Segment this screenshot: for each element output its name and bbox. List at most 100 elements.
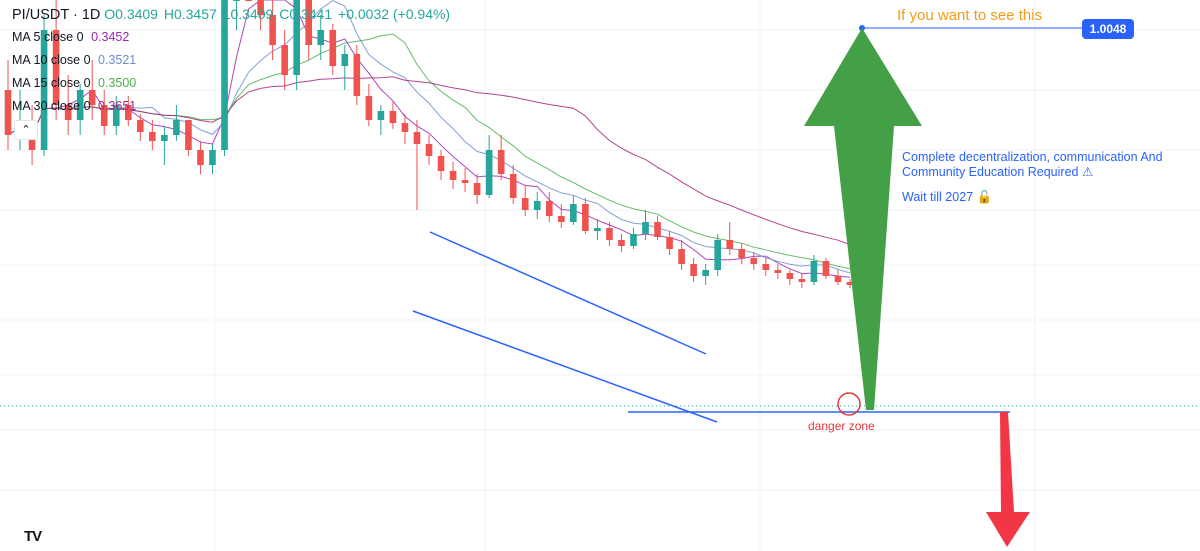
chevron-up-icon: ⌃: [21, 124, 31, 136]
ma-line: [7, 0, 851, 274]
candle-body[interactable]: [100, 105, 108, 126]
requirements-note[interactable]: Complete decentralization, communication…: [902, 150, 1163, 179]
candle-body[interactable]: [618, 240, 625, 246]
candle-body[interactable]: [269, 15, 276, 45]
candle-body[interactable]: [185, 120, 192, 150]
candle-body[interactable]: [473, 183, 481, 195]
candle-body[interactable]: [521, 198, 529, 210]
candle-body[interactable]: [281, 45, 288, 75]
candle-body[interactable]: [257, 0, 264, 15]
candle-body[interactable]: [149, 132, 156, 141]
candle-body[interactable]: [558, 216, 565, 222]
wait-note[interactable]: Wait till 2027 🔓: [902, 190, 993, 204]
candle-body[interactable]: [786, 273, 794, 279]
candle-body[interactable]: [425, 144, 433, 156]
candle-body[interactable]: [702, 270, 709, 276]
candle-body[interactable]: [545, 201, 553, 216]
target-annotation[interactable]: If you want to see this: [897, 7, 1043, 24]
candle-body[interactable]: [810, 261, 818, 282]
ma30-label: MA 30 close 0: [12, 99, 91, 113]
ma15-label: MA 15 close 0: [12, 76, 91, 90]
candle-body[interactable]: [209, 150, 216, 165]
candle-body[interactable]: [64, 105, 72, 120]
candle-body[interactable]: [293, 0, 300, 75]
candle-body[interactable]: [678, 249, 685, 264]
candle-body[interactable]: [401, 123, 409, 132]
ohlc-row: PI/USDT · 1D O0.3409 H0.3457 L0.3409 C0.…: [12, 4, 452, 27]
candle-body[interactable]: [233, 0, 240, 1]
candle-body[interactable]: [461, 180, 469, 183]
descending-channel[interactable]: [412, 231, 718, 423]
candle-body[interactable]: [533, 201, 541, 210]
candle-body[interactable]: [137, 120, 144, 132]
candle-body[interactable]: [497, 150, 505, 174]
candle-body[interactable]: [317, 30, 325, 45]
candle-body[interactable]: [666, 237, 673, 249]
ma30-row[interactable]: MA 30 close 0 0.3651: [12, 96, 452, 119]
candle-body[interactable]: [726, 240, 734, 249]
candle-body[interactable]: [714, 240, 721, 270]
danger-zone-circle[interactable]: [837, 392, 861, 416]
candle-body[interactable]: [197, 150, 204, 165]
candle-body[interactable]: [353, 54, 361, 96]
candle-body[interactable]: [509, 174, 517, 198]
candle-body[interactable]: [606, 228, 613, 240]
candle-body[interactable]: [389, 111, 397, 123]
candle-body[interactable]: [124, 105, 132, 120]
candle-body[interactable]: [594, 228, 601, 231]
candle-body[interactable]: [774, 270, 782, 273]
high-value: H0.3457: [163, 6, 217, 22]
close-value: C0.3441: [279, 6, 333, 22]
candle-body[interactable]: [76, 90, 84, 120]
channel-upper-line[interactable]: [429, 231, 707, 355]
candle-body[interactable]: [365, 96, 373, 120]
candle-body[interactable]: [413, 132, 421, 144]
target-price-tag[interactable]: 1.0048: [1082, 19, 1134, 39]
candle-body[interactable]: [377, 111, 385, 120]
candle-body[interactable]: [449, 171, 457, 180]
ma10-row[interactable]: MA 10 close 0 0.3521: [12, 50, 452, 73]
candle-body[interactable]: [654, 222, 661, 237]
candle-body[interactable]: [846, 282, 854, 285]
open-value: O0.3409: [104, 6, 158, 22]
candle-body[interactable]: [112, 105, 120, 126]
candle-body[interactable]: [690, 264, 697, 276]
candle-body[interactable]: [341, 54, 349, 66]
candle-body[interactable]: [738, 249, 746, 258]
collapse-legend-button[interactable]: ⌃: [14, 120, 38, 140]
ma-line: [7, 76, 851, 246]
candle-body[interactable]: [305, 0, 313, 45]
candle-body[interactable]: [245, 0, 252, 1]
symbol-label[interactable]: PI/USDT · 1D: [12, 7, 101, 23]
candle-body[interactable]: [329, 30, 337, 66]
red-down-arrow[interactable]: [986, 412, 1030, 547]
change-value: +0.0032 (+0.94%): [338, 6, 451, 22]
candle-body[interactable]: [88, 90, 96, 105]
candle-body[interactable]: [437, 156, 445, 171]
candle-body[interactable]: [750, 258, 758, 264]
candle-body[interactable]: [40, 30, 48, 150]
candle-body[interactable]: [582, 204, 589, 231]
chart-legend: PI/USDT · 1D O0.3409 H0.3457 L0.3409 C0.…: [12, 4, 452, 119]
candle-body[interactable]: [798, 279, 806, 282]
ma5-row[interactable]: MA 5 close 0 0.3452: [12, 27, 452, 50]
low-value: L0.3409: [222, 6, 274, 22]
candle-body[interactable]: [630, 234, 637, 246]
candle-body[interactable]: [4, 90, 12, 135]
candle-body[interactable]: [52, 30, 60, 105]
candle-body[interactable]: [221, 0, 228, 150]
candle-body[interactable]: [570, 204, 577, 222]
candle-body[interactable]: [642, 222, 649, 234]
green-up-arrow[interactable]: [804, 28, 922, 410]
candle-body[interactable]: [173, 120, 180, 135]
ma15-row[interactable]: MA 15 close 0 0.3500: [12, 73, 452, 96]
channel-lower-line[interactable]: [412, 310, 718, 423]
candle-body[interactable]: [161, 135, 168, 141]
tradingview-logo[interactable]: TV: [24, 528, 42, 545]
candle-body[interactable]: [834, 276, 842, 282]
candle-body[interactable]: [485, 150, 493, 195]
candle-body[interactable]: [762, 264, 770, 270]
candle-body[interactable]: [822, 261, 830, 276]
danger-zone-label[interactable]: danger zone: [808, 419, 875, 433]
